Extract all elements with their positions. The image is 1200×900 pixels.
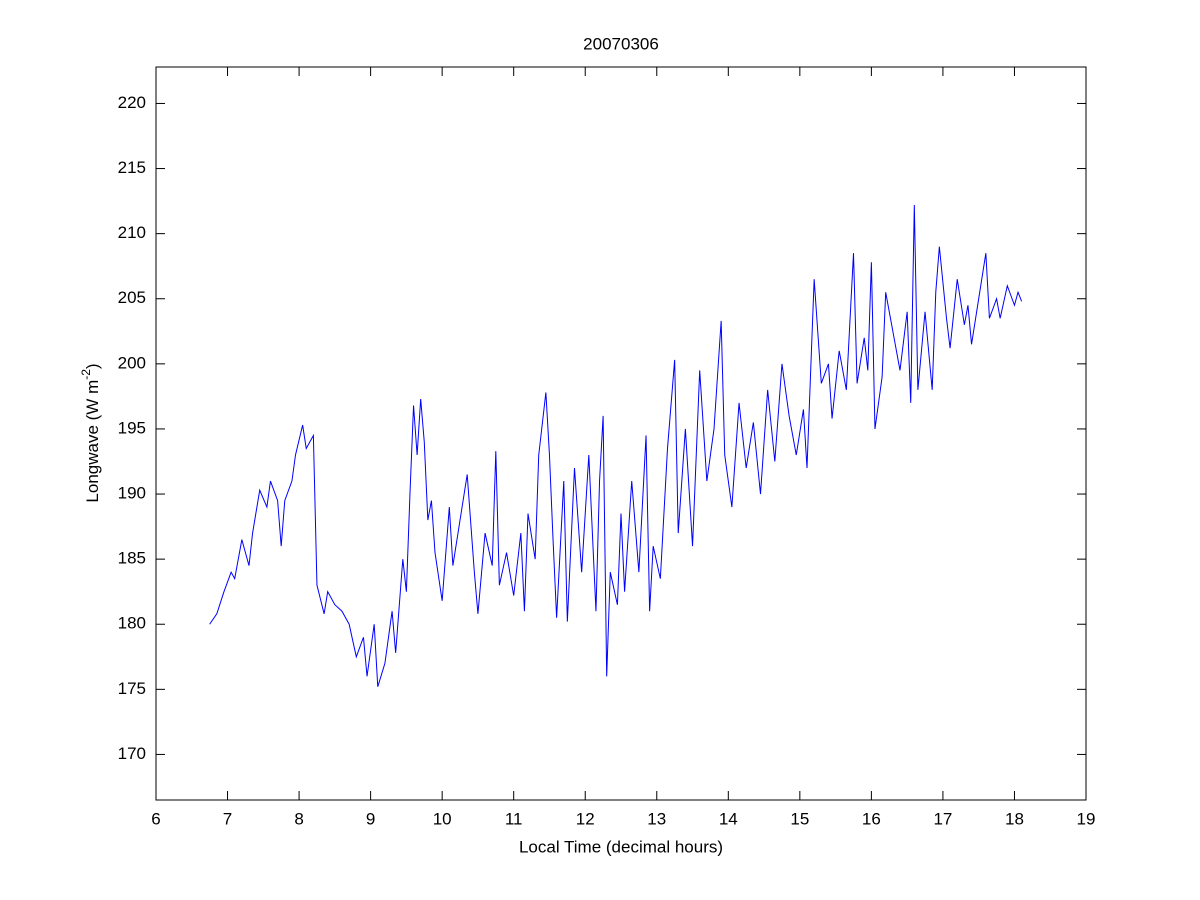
y-axis-label-superscript: -2 — [79, 369, 93, 380]
x-tick-label: 19 — [1077, 809, 1096, 828]
y-tick-label: 190 — [118, 484, 146, 503]
x-tick-label: 14 — [719, 809, 738, 828]
x-tick-label: 18 — [1005, 809, 1024, 828]
plot-frame — [155, 66, 1087, 801]
x-tick-label: 17 — [933, 809, 952, 828]
x-axis-label: Local Time (decimal hours) — [519, 837, 723, 856]
y-tick-label: 200 — [118, 353, 146, 372]
y-tick-label: 185 — [118, 549, 146, 568]
x-tick-label: 16 — [862, 809, 881, 828]
y-tick-label: 220 — [118, 93, 146, 112]
x-tick-label: 7 — [223, 809, 232, 828]
y-tick-label: 210 — [118, 223, 146, 242]
y-axis-label-text: ) — [83, 363, 102, 369]
x-tick-label: 9 — [366, 809, 375, 828]
x-tick-label: 6 — [151, 809, 160, 828]
x-tick-label: 12 — [576, 809, 595, 828]
x-tick-label: 8 — [294, 809, 303, 828]
x-tick-label: 10 — [433, 809, 452, 828]
x-tick-label: 15 — [790, 809, 809, 828]
y-tick-label: 195 — [118, 418, 146, 437]
chart-title: 20070306 — [583, 34, 659, 53]
y-tick-label: 215 — [118, 158, 146, 177]
y-tick-label: 180 — [118, 614, 146, 633]
y-axis-label-text: Longwave (W m — [83, 380, 102, 503]
y-axis-label: Longwave (W m-2) — [79, 363, 102, 502]
y-tick-label: 205 — [118, 288, 146, 307]
y-tick-label: 170 — [118, 744, 146, 763]
y-tick-label: 175 — [118, 679, 146, 698]
x-tick-label: 13 — [647, 809, 666, 828]
data-line — [209, 205, 1023, 687]
x-tick-label: 11 — [505, 809, 523, 828]
